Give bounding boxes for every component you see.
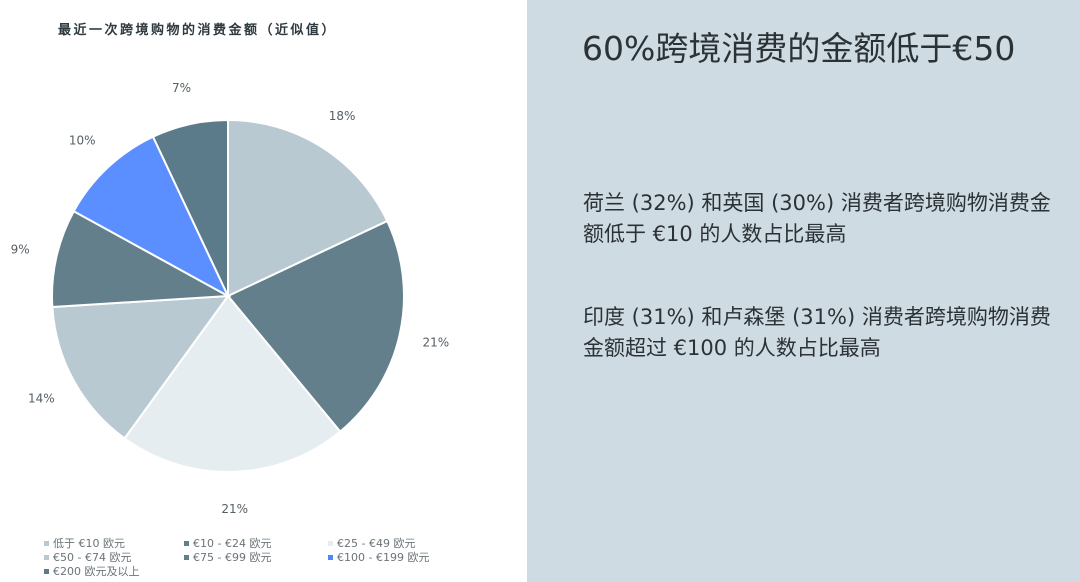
legend-label: €50 - €74 欧元 xyxy=(53,551,132,564)
legend-item-5: €75 - €99 欧元 xyxy=(184,549,271,565)
legend-swatch xyxy=(184,540,189,546)
legend-label: €200 欧元及以上 xyxy=(53,565,140,578)
pie-chart: 18% 21% 21% 14% 9% 10% 7% xyxy=(11,81,450,516)
headline: 60%跨境消费的金额低于€50 xyxy=(582,29,1016,68)
legend-swatch xyxy=(328,554,333,560)
slice-label-2: 21% xyxy=(423,335,450,349)
legend-swatch xyxy=(44,568,49,574)
legend-swatch xyxy=(44,554,49,560)
legend-swatch xyxy=(184,554,189,560)
chart-title: 最近一次跨境购物的消费金额（近似值） xyxy=(58,23,338,38)
insight-panel xyxy=(527,0,1080,582)
slice-label-5: 9% xyxy=(11,243,30,257)
pie-slice-1 xyxy=(227,118,389,298)
slice-label-6: 10% xyxy=(69,134,96,148)
slice-label-7: 7% xyxy=(172,81,191,95)
pie-slice-5 xyxy=(51,209,232,309)
chart-panel: 最近一次跨境购物的消费金额（近似值） 18% 21% 21% 14% 9% 10% 7% 低… xyxy=(0,0,527,582)
legend-swatch xyxy=(328,540,333,546)
pie-slice-6 xyxy=(72,135,231,299)
legend-item-1: 低于 €10 欧元 xyxy=(44,535,125,551)
legend-label: €25 - €49 欧元 xyxy=(337,537,416,550)
legend-item-3: €25 - €49 欧元 xyxy=(328,535,415,551)
legend-label: €10 - €24 欧元 xyxy=(193,537,272,550)
slice-label-1: 18% xyxy=(329,109,356,123)
pie-slice-2 xyxy=(226,219,405,434)
legend-label: €75 - €99 欧元 xyxy=(193,551,272,564)
pie-slice-7 xyxy=(151,118,229,297)
legend-item-7: €200 欧元及以上 xyxy=(44,563,140,579)
legend-label: 低于 €10 欧元 xyxy=(53,537,125,550)
pie-slice-3 xyxy=(123,294,342,473)
insight-paragraph-2: 印度 (31%) 和卢森堡 (31%) 消费者跨境购物消费金额超过 €100 的… xyxy=(583,305,1051,360)
legend-item-4: €50 - €74 欧元 xyxy=(44,549,131,565)
insight-paragraph-1: 荷兰 (32%) 和英国 (30%) 消费者跨境购物消费金额低于 €10 的人数… xyxy=(583,191,1051,246)
slice-label-3: 21% xyxy=(221,502,248,516)
legend-item-2: €10 - €24 欧元 xyxy=(184,535,271,551)
legend-swatch xyxy=(44,540,49,546)
legend-item-6: €100 - €199 欧元 xyxy=(328,549,429,565)
pie-slice-4 xyxy=(51,294,231,440)
slice-label-4: 14% xyxy=(28,392,55,406)
legend-label: €100 - €199 欧元 xyxy=(337,551,430,564)
